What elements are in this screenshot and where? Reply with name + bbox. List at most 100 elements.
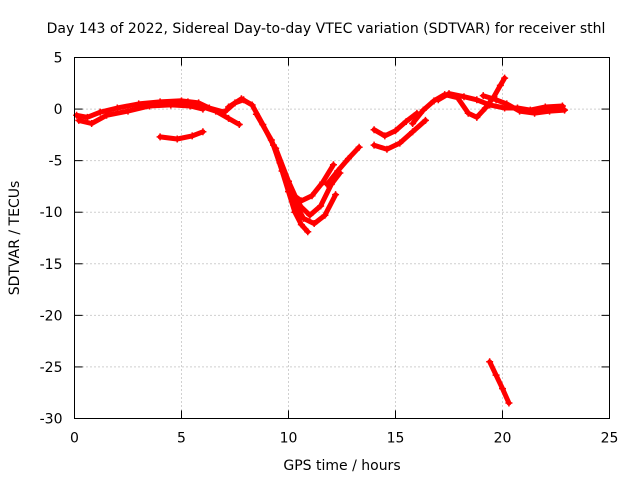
data-point xyxy=(503,100,511,108)
data-point xyxy=(225,103,233,111)
x-tick-label: 15 xyxy=(387,431,405,447)
data-point xyxy=(479,92,487,100)
data-point xyxy=(188,132,196,140)
data-point xyxy=(492,371,500,379)
data-point xyxy=(199,103,207,111)
data-point xyxy=(392,127,399,135)
data-point xyxy=(383,145,391,153)
data-point xyxy=(531,109,539,117)
data-point xyxy=(486,358,494,366)
data-point xyxy=(473,113,481,121)
data-point xyxy=(496,81,504,89)
data-point xyxy=(370,126,378,134)
series-line xyxy=(324,144,362,187)
series-line xyxy=(487,359,512,406)
data-point xyxy=(167,101,175,109)
y-tick-label: -30 xyxy=(40,412,63,428)
data-point xyxy=(184,98,192,106)
series-arc-3 xyxy=(156,128,207,143)
data-point xyxy=(276,159,284,167)
data-point xyxy=(287,191,295,199)
data-point xyxy=(75,116,83,124)
data-point xyxy=(96,108,104,116)
data-point xyxy=(409,128,417,136)
data-point xyxy=(561,106,569,114)
series-line xyxy=(74,97,247,120)
data-point xyxy=(317,202,325,210)
data-point xyxy=(329,161,337,169)
data-point xyxy=(492,96,500,104)
data-point xyxy=(248,101,256,109)
data-point xyxy=(344,155,352,163)
series-line xyxy=(253,111,336,204)
series-line xyxy=(157,129,206,142)
series-line xyxy=(277,160,339,227)
data-point xyxy=(464,109,472,117)
data-point xyxy=(310,220,318,228)
data-point xyxy=(124,107,132,115)
data-point xyxy=(156,133,164,141)
data-point xyxy=(212,107,220,115)
data-point xyxy=(332,191,340,199)
x-tick-label: 0 xyxy=(70,431,79,447)
data-point xyxy=(381,132,389,140)
data-point xyxy=(299,214,307,222)
series-arc-8 xyxy=(276,159,340,228)
x-tick-label: 5 xyxy=(177,431,186,447)
x-tick-label: 20 xyxy=(494,431,512,447)
data-point xyxy=(421,116,429,124)
data-point xyxy=(460,93,468,101)
data-point xyxy=(486,101,494,109)
x-tick-label: 25 xyxy=(601,431,619,447)
series-arc-10 xyxy=(370,109,421,140)
data-point xyxy=(291,208,299,216)
x-tick-labels: 0 5 10 15 20 25 xyxy=(70,431,618,447)
data-point xyxy=(501,74,509,82)
data-point xyxy=(308,192,316,200)
y-tick-label: 0 xyxy=(54,102,63,118)
data-point xyxy=(306,211,314,219)
y-axis-label: SDTVAR / TECUs xyxy=(7,181,23,296)
data-point xyxy=(473,96,481,104)
series-arc-11 xyxy=(370,116,429,153)
series-line xyxy=(435,91,565,113)
data-point xyxy=(252,110,260,118)
data-point xyxy=(88,120,96,128)
series-arc-5 xyxy=(225,95,312,236)
data-point xyxy=(321,211,329,219)
series-arc-14 xyxy=(479,92,569,117)
data-point xyxy=(173,135,181,143)
x-axis-label: GPS time / hours xyxy=(283,458,400,474)
data-point xyxy=(355,143,363,151)
y-tick-label: -10 xyxy=(40,205,63,221)
data-point xyxy=(304,228,312,236)
data-series xyxy=(73,74,569,407)
series-arc-9 xyxy=(323,143,363,188)
data-point xyxy=(409,120,417,128)
data-point xyxy=(516,107,524,115)
data-point xyxy=(145,102,153,110)
y-tick-labels: 5 0 -5 -10 -15 -20 -25 -30 xyxy=(40,51,63,428)
data-point xyxy=(272,144,280,152)
y-tick-label: -5 xyxy=(49,154,63,170)
axis-ticks xyxy=(74,57,610,419)
series-arc-4 xyxy=(184,98,243,129)
chart-title: Day 143 of 2022, Sidereal Day-to-day VTE… xyxy=(47,21,606,37)
data-point xyxy=(237,95,245,103)
data-point xyxy=(370,141,378,149)
data-point xyxy=(323,180,331,188)
series-line xyxy=(410,75,508,126)
data-point xyxy=(445,90,453,98)
data-point xyxy=(297,221,305,229)
data-point xyxy=(396,139,404,147)
y-tick-label: -15 xyxy=(40,257,63,273)
data-point xyxy=(334,167,342,175)
series-arc-15 xyxy=(486,358,513,407)
data-point xyxy=(434,96,442,104)
data-point xyxy=(402,117,410,125)
data-point xyxy=(113,104,121,112)
data-point xyxy=(235,121,243,129)
data-point xyxy=(505,399,513,407)
data-point xyxy=(103,111,111,119)
